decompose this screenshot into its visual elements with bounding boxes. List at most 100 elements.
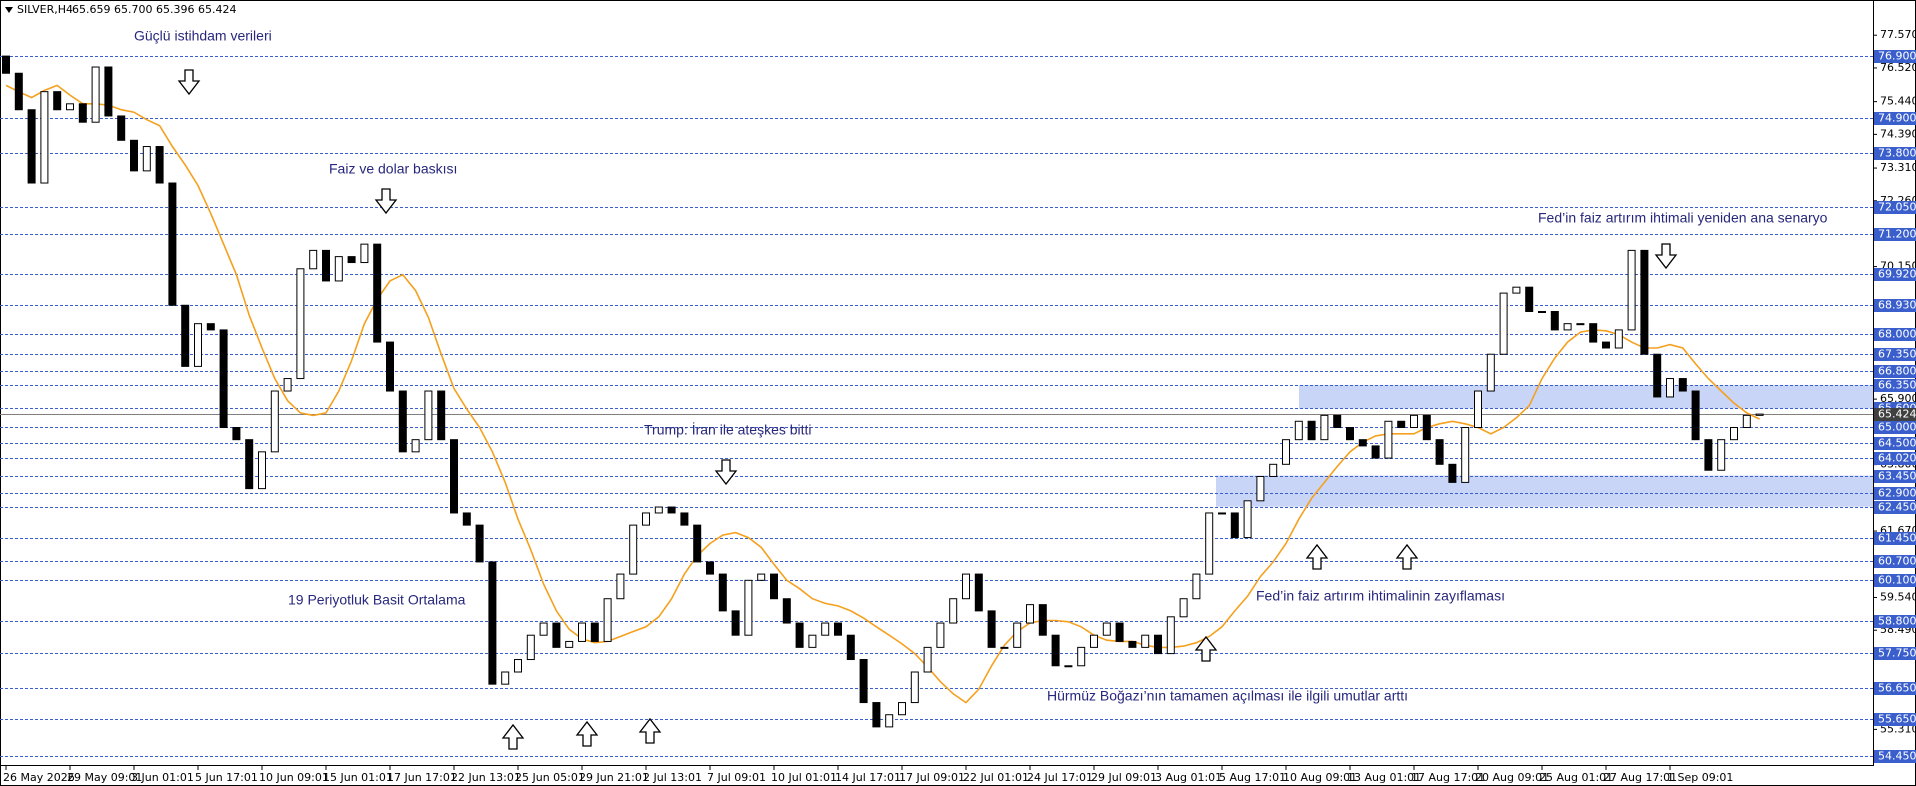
moving-average <box>5 84 1760 704</box>
candle-body <box>693 524 702 563</box>
x-tick-label: 5 Aug 17:01 <box>1219 771 1286 784</box>
candle-body <box>910 671 919 704</box>
level-label-box <box>1874 379 1916 392</box>
level-label-box <box>1874 555 1916 568</box>
candle-body <box>1499 292 1508 355</box>
candle-body <box>1704 439 1713 471</box>
level-label-box <box>1874 50 1916 63</box>
level-label-box <box>1874 437 1916 450</box>
candle-body <box>1243 500 1252 539</box>
x-tick-label: 27 Aug 17:01 <box>1603 771 1677 784</box>
x-tick-label: 2 Jul 13:01 <box>643 771 702 784</box>
level-label-box <box>1874 750 1916 763</box>
candle-body <box>1205 512 1214 575</box>
x-tick-label: 10 Jun 09:01 <box>259 771 329 784</box>
candle-body <box>1410 414 1418 429</box>
level-label-box <box>1874 365 1916 378</box>
candle-body <box>1384 420 1393 459</box>
candle-body <box>283 378 292 392</box>
candle-body <box>194 323 202 367</box>
candle-body <box>1486 353 1495 392</box>
x-tick-label: 29 May 09:01 <box>67 771 142 784</box>
down-arrow <box>1654 243 1678 270</box>
level-label: 60.700 <box>1878 555 1916 568</box>
level-label: 60.100 <box>1878 574 1916 587</box>
up-arrow <box>1395 543 1419 570</box>
candle-body <box>987 610 996 648</box>
candle-body <box>475 524 484 563</box>
zone <box>1299 385 1873 409</box>
annotation: Fed’in faiz artırım ihtimali yeniden ana… <box>1538 210 1828 226</box>
level-label: 76.900 <box>1878 50 1916 63</box>
x-tick-label: 25 Aug 01:01 <box>1539 771 1613 784</box>
level-label: 62.450 <box>1878 501 1916 514</box>
candle-body <box>1282 439 1290 465</box>
candle-body <box>462 512 471 526</box>
candle-body <box>590 622 599 642</box>
y-tick-label: 65.900 <box>1880 392 1916 405</box>
level-label: 56.650 <box>1878 682 1916 695</box>
candle-body <box>437 390 446 441</box>
annotation: Güçlü istihdam verileri <box>134 28 272 44</box>
candle-body <box>949 598 958 624</box>
candle-body <box>731 610 740 636</box>
annotation: Fed’in faiz artırım ihtimalinin zayıflam… <box>1256 588 1505 604</box>
candle-body <box>1448 463 1457 483</box>
x-tick-label: 20 Aug 09:01 <box>1475 771 1549 784</box>
level-label-box <box>1874 487 1916 500</box>
axes: 77.57076.52075.44074.39073.31072.26070.1… <box>3 28 1916 784</box>
candle-body <box>1435 439 1444 465</box>
level-label: 71.200 <box>1878 228 1916 241</box>
candle-body <box>66 103 74 111</box>
x-tick-label: 14 Jul 17:01 <box>835 771 901 784</box>
candle-body <box>616 573 625 600</box>
up-arrow <box>575 720 599 747</box>
candle-body <box>450 439 458 514</box>
level-label-box <box>1874 615 1916 628</box>
candle-body <box>1525 286 1534 313</box>
x-tick-label: 10 Aug 09:01 <box>1283 771 1357 784</box>
level-label-box <box>1874 299 1916 312</box>
candle-body <box>1640 249 1649 355</box>
candle-body <box>181 304 190 367</box>
candle-body <box>1333 414 1342 429</box>
zone <box>1216 475 1873 507</box>
down-arrow <box>714 459 738 486</box>
candle-body <box>168 182 177 306</box>
current-price-label: 65.424 <box>1878 408 1916 421</box>
level-label: 64.020 <box>1878 452 1916 465</box>
candle-body <box>706 561 714 575</box>
candle-body <box>936 622 945 648</box>
down-arrow <box>177 69 201 96</box>
candle-body <box>360 243 369 264</box>
level-label: 74.900 <box>1878 112 1916 125</box>
x-tick-label: 13 Aug 01:01 <box>1347 771 1421 784</box>
level-label: 69.920 <box>1878 268 1916 281</box>
up-arrow <box>1305 543 1329 570</box>
candle-body <box>629 524 638 575</box>
menu-icon[interactable] <box>5 7 13 13</box>
candle-body <box>142 146 151 172</box>
up-arrow <box>1194 635 1218 662</box>
candle-body <box>974 573 983 612</box>
candle-body <box>78 103 87 123</box>
x-tick-label: 5 Jun 17:01 <box>195 771 258 784</box>
x-tick-label: 7 Jul 09:01 <box>707 771 766 784</box>
level-label: 67.350 <box>1878 348 1916 361</box>
level-label: 66.800 <box>1878 365 1916 378</box>
candle-body <box>846 634 855 661</box>
level-label-box <box>1874 532 1916 545</box>
candle-body <box>130 139 138 172</box>
candle-body <box>1550 311 1559 331</box>
candle-body <box>1691 390 1700 441</box>
candle-body <box>1256 475 1265 502</box>
candle-body <box>1653 353 1662 398</box>
level-label: 57.750 <box>1878 647 1916 660</box>
level-label: 63.450 <box>1878 470 1916 483</box>
candle-body <box>539 622 548 636</box>
candle-body <box>1038 604 1047 636</box>
y-tick-label: 73.310 <box>1880 161 1916 174</box>
candle-body <box>1166 616 1175 655</box>
candle-body <box>1218 512 1226 515</box>
